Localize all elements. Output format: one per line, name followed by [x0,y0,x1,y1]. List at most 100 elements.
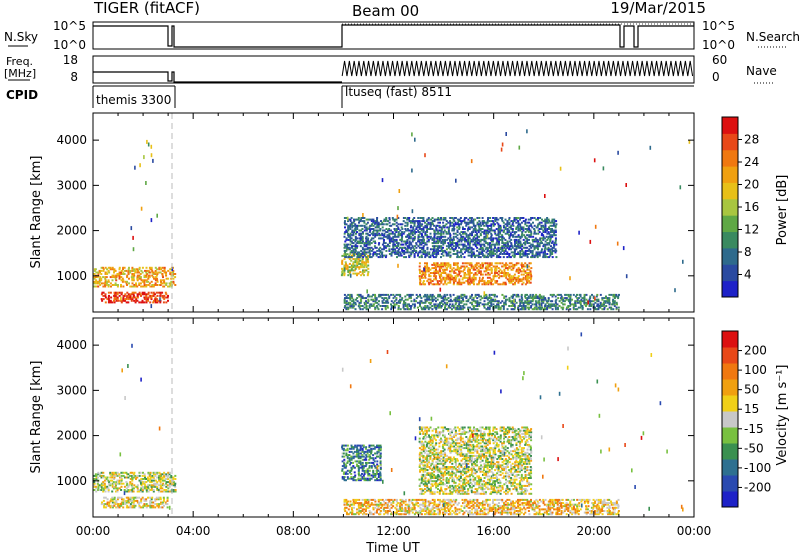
range-gate-cell-3589 [536,253,539,255]
range-gate-cell-1150 [351,297,354,300]
range-gate-cell-344 [113,293,116,296]
range-gate-cell-1103 [527,275,530,278]
range-gate-cell-3590 [537,251,540,254]
range-gate-cell-1242 [383,301,386,304]
range-gate-cell-1027 [433,445,436,448]
range-gate-cell-508 [166,503,169,506]
range-gate-cell-539 [345,479,347,482]
range-gate-cell-1721 [535,293,538,296]
range-gate-cell-18 [97,280,99,283]
range-gate-cell-2677 [427,240,430,243]
range-gate-cell-16 [97,487,100,490]
range-gate-cell-1032 [435,486,438,489]
range-gate-cell-3307 [500,229,503,232]
range-gate-cell-1839 [572,303,575,306]
range-gate-cell-49 [103,484,106,487]
range-gate-cell-862 [472,280,475,283]
range-gate-cell-1735 [538,297,541,300]
range-gate-cell-1091 [526,281,529,284]
range-gate-cell-3285 [499,248,502,251]
range-gate-cell-50 [104,273,107,275]
range-gate-cell-3605 [538,254,541,257]
range-gate-cell-3036 [471,226,474,229]
range-gate-cell-615 [356,447,359,450]
range-gate-cell-267 [162,276,164,279]
range-gate-cell-1593 [496,295,498,298]
range-gate-cell-386 [130,299,133,302]
range-gate-cell-509 [349,271,352,273]
range-gate-cell-2861 [449,221,452,224]
range-gate-cell-2259 [376,229,379,232]
range-gate-cell-2088 [354,223,357,226]
range-gate-cell-3608 [538,245,541,248]
range-gate-cell-3380 [509,226,512,229]
range-gate-cell-624 [422,280,425,283]
range-gate-cell-2125 [359,238,362,241]
range-gate-cell-26 [98,279,101,282]
range-gate-cell-821 [463,265,466,268]
range-gate-cell-1281 [395,293,398,296]
range-gate-cell-2699 [431,251,434,254]
range-gate-cell-571 [362,269,364,272]
range-gate-cell-2661 [425,243,428,246]
range-gate-cell-646 [359,449,362,452]
range-gate-cell-2937 [460,248,463,251]
range-gate-cell-3274 [497,232,500,235]
range-gate-cell-2918 [456,221,459,224]
scatter-echo-86 [500,147,503,152]
range-gate-cell-3732 [553,242,556,245]
range-gate-cell-3579 [534,246,537,249]
range-gate-cell-924 [487,273,489,276]
range-gate-cell-1212 [372,298,375,301]
range-gate-cell-444 [154,299,157,302]
range-gate-cell-583 [350,446,353,449]
range-gate-cell-478 [341,267,343,270]
range-gate-cell-1345 [419,293,421,296]
range-gate-cell-282 [159,479,162,482]
range-gate-cell-206 [145,269,148,272]
range-gate-cell-2679 [427,235,430,238]
range-gate-cell-1834 [570,303,573,306]
range-gate-cell-404 [122,499,125,502]
range-gate-cell-2489 [406,235,409,238]
range-gate-cell-3295 [499,217,502,219]
range-gate-cell-2878 [452,245,455,248]
range-gate-cell-363 [106,501,109,504]
range-gate-cell-524 [352,272,355,275]
range-gate-cell-778 [455,276,458,279]
range-gate-cell-2077 [354,245,357,248]
range-gate-cell-3646 [544,256,547,259]
range-gate-cell-577 [350,461,352,464]
range-gate-cell-856 [470,267,473,270]
range-gate-cell-347 [115,298,118,301]
range-gate-cell-942 [490,278,493,281]
range-gate-cell-610 [355,455,358,458]
range-gate-cell-128 [128,277,130,280]
range-gate-cell-2067 [353,231,356,234]
range-gate-cell-1822 [567,298,570,301]
range-gate-cell-1669 [522,305,525,307]
range-gate-cell-2162 [363,221,366,224]
range-gate-cell-734 [372,476,375,479]
range-gate-cell-152 [131,489,134,491]
range-gate-cell-782 [378,446,380,449]
range-gate-cell-2814 [444,238,446,241]
range-gate-cell-46 [104,280,107,283]
range-gate-cell-136 [129,269,132,272]
range-gate-cell-308 [165,478,167,480]
range-gate-cell-613 [355,450,358,453]
range-gate-cell-1116 [530,267,533,270]
range-gate-cell-2624 [421,217,423,219]
range-gate-cell-2173 [365,237,367,240]
range-gate-cell-1962 [612,300,614,303]
range-gate-cell-958 [494,272,496,274]
range-gate-cell-523 [343,479,346,482]
range-gate-cell-3447 [519,253,522,255]
range-gate-cell-3513 [526,238,529,241]
range-gate-cell-3145 [483,232,486,235]
range-gate-cell-426 [147,299,149,302]
range-gate-cell-2916 [456,226,459,229]
range-gate-cell-155 [133,268,136,271]
range-gate-cell-3387 [512,235,514,238]
range-gate-cell-1684 [526,298,529,301]
